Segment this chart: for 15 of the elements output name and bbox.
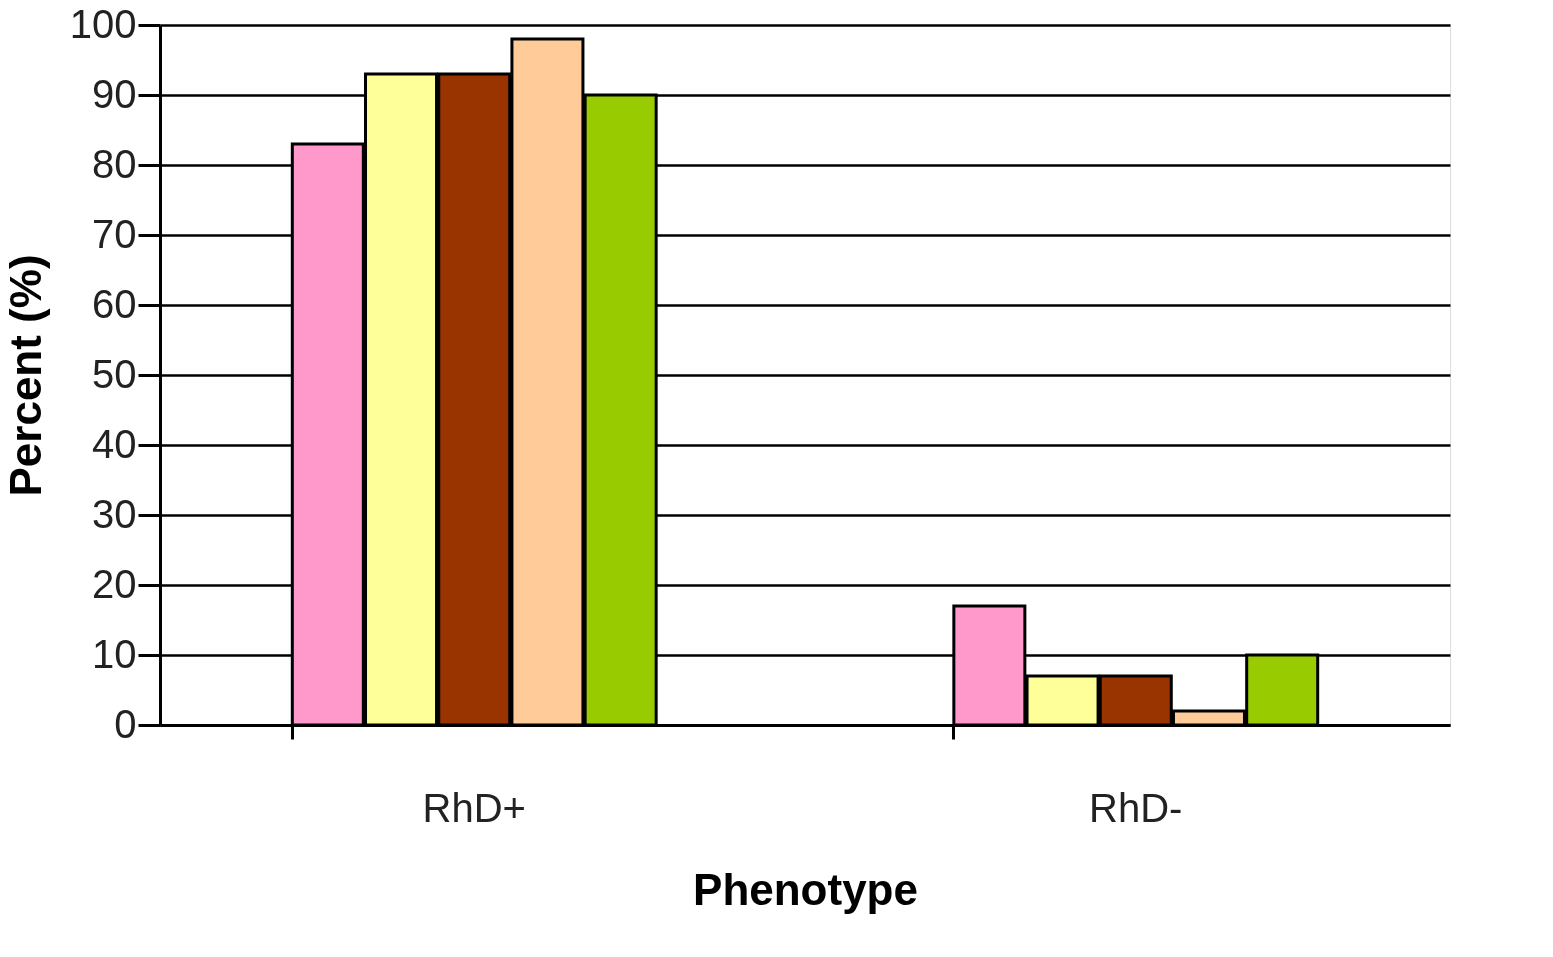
y-tick-label: 80 [92, 141, 137, 186]
y-tick-label: 20 [92, 561, 137, 606]
y-tick-label: 90 [92, 71, 137, 116]
y-tick-label: 10 [92, 631, 137, 676]
x-tick-label: RhD+ [422, 785, 526, 830]
y-axis-title: Percent (%) [0, 254, 50, 497]
y-tick-label: 70 [92, 211, 137, 256]
y-tick-label: 40 [92, 421, 137, 466]
y-tick-label: 100 [69, 1, 137, 46]
x-axis-title: Phenotype [693, 864, 918, 914]
y-tick-label: 0 [114, 701, 137, 746]
y-tick-label: 30 [92, 491, 137, 536]
y-tick-label: 50 [92, 351, 137, 396]
y-tick-label: 60 [92, 281, 137, 326]
x-tick-label: RhD- [1089, 785, 1183, 830]
